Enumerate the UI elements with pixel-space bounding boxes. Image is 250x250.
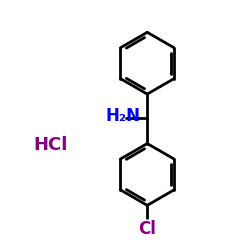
- Text: HCl: HCl: [34, 136, 68, 154]
- Text: H₂N: H₂N: [106, 107, 140, 125]
- Text: Cl: Cl: [138, 220, 156, 238]
